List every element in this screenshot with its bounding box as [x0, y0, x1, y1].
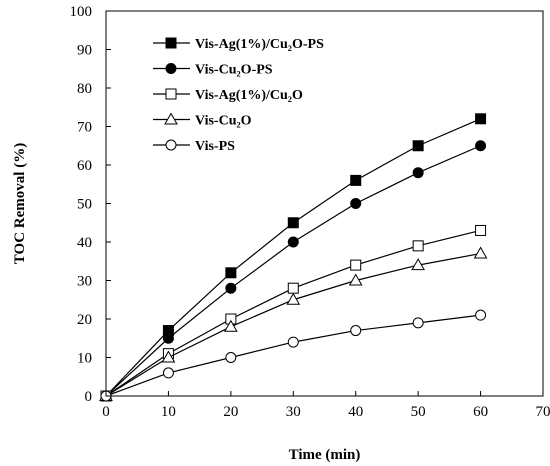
legend-marker-2: [165, 63, 177, 74]
y-tick-label: 50: [77, 197, 92, 213]
data-point-s5-2: [162, 367, 174, 379]
data-point-s4-7: [473, 246, 488, 259]
data-point-s1-7: [475, 113, 487, 125]
data-point-s1-5: [350, 174, 362, 186]
data-point-s5-7: [475, 309, 487, 321]
x-tick-label: 10: [161, 404, 176, 420]
y-tick-label: 90: [77, 43, 92, 59]
legend: Vis-Ag(1%)/Cu₂O-PS Vis-Cu₂O-PS Vis-Ag(1%)/…: [153, 37, 324, 154]
data-point-s5-3: [225, 352, 237, 363]
x-tick-label: 30: [286, 404, 301, 420]
y-tick-label: 0: [85, 389, 93, 405]
legend-marker-3: [165, 88, 177, 100]
x-tick-label: 70: [536, 404, 550, 420]
data-point-s1-3: [225, 267, 237, 279]
y-axis-title: TOC Removal (%): [12, 143, 28, 264]
data-point-s2-3: [225, 282, 237, 294]
data-point-s2-5: [350, 198, 362, 209]
y-tick-label: 80: [77, 81, 92, 97]
legend-marker-4: [164, 112, 178, 125]
series-line-3: [105, 229, 481, 397]
data-point-s3-6: [412, 240, 424, 252]
x-tick-label: 0: [102, 404, 110, 420]
y-tick-label: 70: [77, 120, 92, 136]
data-point-s2-7: [475, 140, 487, 152]
legend-marker-5: [165, 139, 177, 151]
data-point-s4-6: [411, 258, 426, 271]
y-tick-label: 20: [77, 312, 92, 328]
legend-label-5: Vis-PS: [195, 139, 235, 154]
data-point-s5-6: [412, 317, 424, 329]
series-line-1: [105, 118, 481, 397]
plot-area: [99, 113, 488, 402]
data-point-s2-2: [162, 332, 174, 344]
legend-label-2: Vis-Cu₂O-PS: [195, 63, 273, 78]
data-point-s5-5: [350, 325, 362, 337]
series-line-5: [105, 314, 481, 397]
data-point-s3-4: [287, 282, 299, 294]
data-point-s4-4: [286, 292, 301, 305]
x-tick-label: 40: [348, 404, 363, 420]
data-point-s1-4: [287, 217, 299, 229]
y-tick-label: 100: [70, 4, 93, 20]
data-point-s4-2: [161, 350, 176, 363]
data-point-s2-6: [412, 167, 424, 179]
x-tick-label: 20: [223, 404, 238, 420]
data-point-s1-6: [412, 140, 424, 152]
x-axis-title: Time (min): [289, 447, 361, 463]
y-tick-label: 10: [77, 351, 92, 367]
data-point-s3-7: [475, 224, 487, 236]
data-point-s5-4: [287, 336, 299, 348]
legend-label-3: Vis-Ag(1%)/Cu₂O: [195, 88, 303, 103]
y-tick-label: 40: [77, 235, 92, 251]
axes: 0 10 20 30 40 50 60 70 0 10 20 30 40 50 60 70 80 90 100: [70, 4, 550, 420]
x-tick-label: 50: [411, 404, 426, 420]
data-point-s2-4: [287, 236, 299, 248]
y-tick-label: 60: [77, 158, 92, 174]
legend-label-1: Vis-Ag(1%)/Cu₂O-PS: [195, 37, 324, 52]
legend-label-4: Vis-Cu₂O: [195, 114, 252, 129]
data-point-s3-5: [350, 259, 362, 271]
x-tick-label: 60: [473, 404, 488, 420]
data-point-s4-5: [348, 273, 363, 286]
legend-marker-1: [165, 37, 177, 49]
y-tick-label: 30: [77, 274, 92, 290]
data-point-s4-3: [223, 319, 238, 332]
